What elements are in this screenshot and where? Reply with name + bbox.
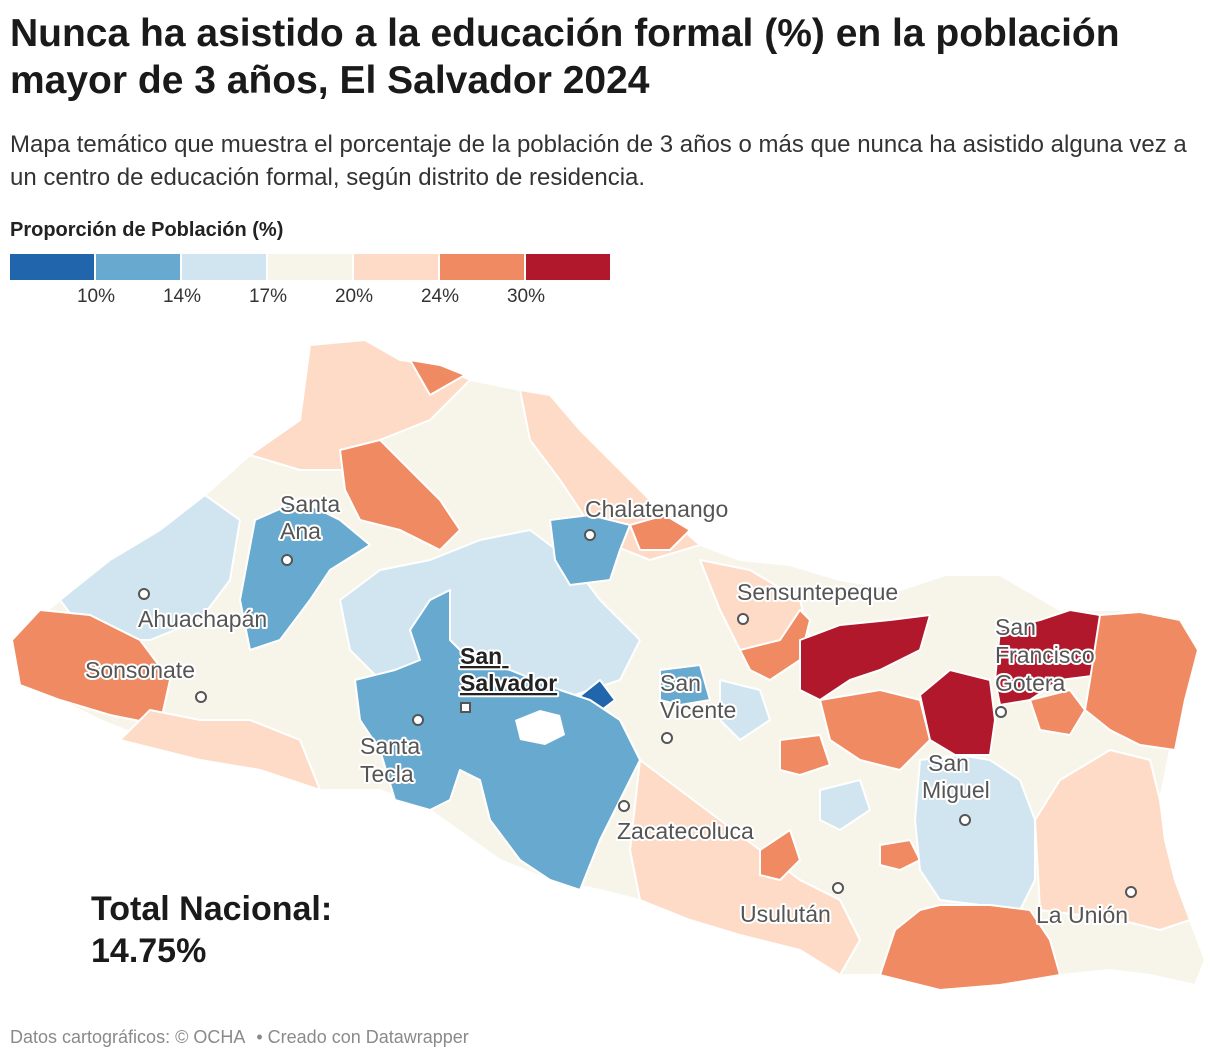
city-marker-san-vicente: [661, 732, 673, 744]
city-marker-zacatecoluca: [618, 800, 630, 812]
district-region: [239, 499, 371, 651]
district-region: [1034, 749, 1191, 931]
legend-swatch-4: [268, 254, 354, 280]
district-region: [799, 614, 931, 701]
district-region: [354, 589, 641, 891]
district-region: [1084, 611, 1199, 751]
label-sensuntepeque: Sensuntepeque: [737, 579, 898, 605]
city-marker-san-francisco-gotera: [995, 706, 1007, 718]
district-region: [819, 689, 931, 771]
legend-swatch-5: [354, 254, 440, 280]
city-marker-ahuachapan: [138, 588, 150, 600]
label-chalatenango: Chalatenango: [585, 496, 728, 522]
city-marker-sensuntepeque: [737, 613, 749, 625]
legend-tick-3: 17%: [248, 286, 288, 307]
label-usulutan: Usulután: [740, 901, 831, 927]
national-total-label: Total Nacional:: [91, 890, 333, 928]
city-marker-san-salvador: [460, 702, 471, 713]
district-region: [629, 514, 691, 551]
label-san-francisco-gotera: San Francisco Gotera: [995, 614, 1101, 696]
label-san-salvador: San Salvador: [460, 643, 557, 696]
legend-swatch-6: [440, 254, 526, 280]
city-marker-santa-tecla: [412, 714, 424, 726]
district-region: [879, 839, 921, 871]
legend-tick-2: 14%: [162, 286, 202, 307]
national-total: Total Nacional: 14.75%: [91, 888, 332, 972]
district-region: [659, 664, 711, 706]
legend-title: Proporción de Población (%): [10, 219, 284, 241]
label-zacatecoluca: Zacatecoluca: [617, 818, 754, 844]
label-ahuachapan: Ahuachapán: [138, 606, 267, 632]
legend-swatch-7: [526, 254, 610, 280]
district-region: [549, 514, 631, 586]
district-region: [339, 439, 461, 551]
district-region: [249, 339, 471, 471]
district-region: [11, 609, 171, 726]
choropleth-map: Santa Ana Chalatenango Ahuachapán Sensun…: [11, 339, 1206, 991]
district-region: [914, 754, 1036, 911]
legend-tick-6: 30%: [506, 286, 546, 307]
district-region: [759, 829, 801, 881]
city-markers: [138, 529, 1137, 898]
legend-tick-4: 20%: [334, 286, 374, 307]
label-santa-tecla: Santa Tecla: [360, 733, 427, 787]
city-marker-chalatenango: [584, 529, 596, 541]
city-marker-usulutan: [832, 882, 844, 894]
national-total-value: 14.75%: [91, 932, 207, 970]
chart-title: Nunca ha asistido a la educación formal …: [10, 12, 1120, 102]
legend-tick-1: 10%: [76, 286, 116, 307]
district-region: [409, 359, 466, 396]
color-legend: [10, 254, 610, 280]
district-region: [1029, 689, 1086, 736]
legend-tick-5: 24%: [420, 286, 460, 307]
footer-credit: • Creado con Datawrapper: [256, 1027, 469, 1047]
legend-swatch-3: [182, 254, 268, 280]
district-region: [819, 779, 871, 831]
district-region: [719, 679, 771, 741]
footer: Datos cartográficos: © OCHA • Creado con…: [10, 1027, 475, 1048]
label-la-union: La Unión: [1036, 902, 1128, 928]
label-san-miguel: San Miguel: [922, 750, 990, 803]
city-marker-san-miguel: [959, 814, 971, 826]
label-san-vicente: San Vicente: [660, 670, 736, 723]
label-sonsonate: Sonsonate: [85, 657, 195, 683]
chart-subtitle: Mapa temático que muestra el porcentaje …: [10, 131, 1187, 191]
city-marker-sonsonate: [195, 691, 207, 703]
legend-swatch-1: [10, 254, 96, 280]
district-region: [879, 904, 1061, 991]
footer-source: Datos cartográficos: © OCHA: [10, 1027, 246, 1047]
city-marker-santa-ana: [281, 554, 293, 566]
district-region: [919, 669, 996, 756]
district-region: [629, 759, 861, 976]
city-labels: Santa Ana Chalatenango Ahuachapán Sensun…: [83, 489, 1130, 930]
district-region: [119, 709, 321, 791]
city-marker-la-union: [1125, 886, 1137, 898]
district-region: [779, 734, 831, 776]
lake: [515, 710, 565, 745]
legend-swatch-2: [96, 254, 182, 280]
label-santa-ana: Santa Ana: [280, 491, 347, 544]
